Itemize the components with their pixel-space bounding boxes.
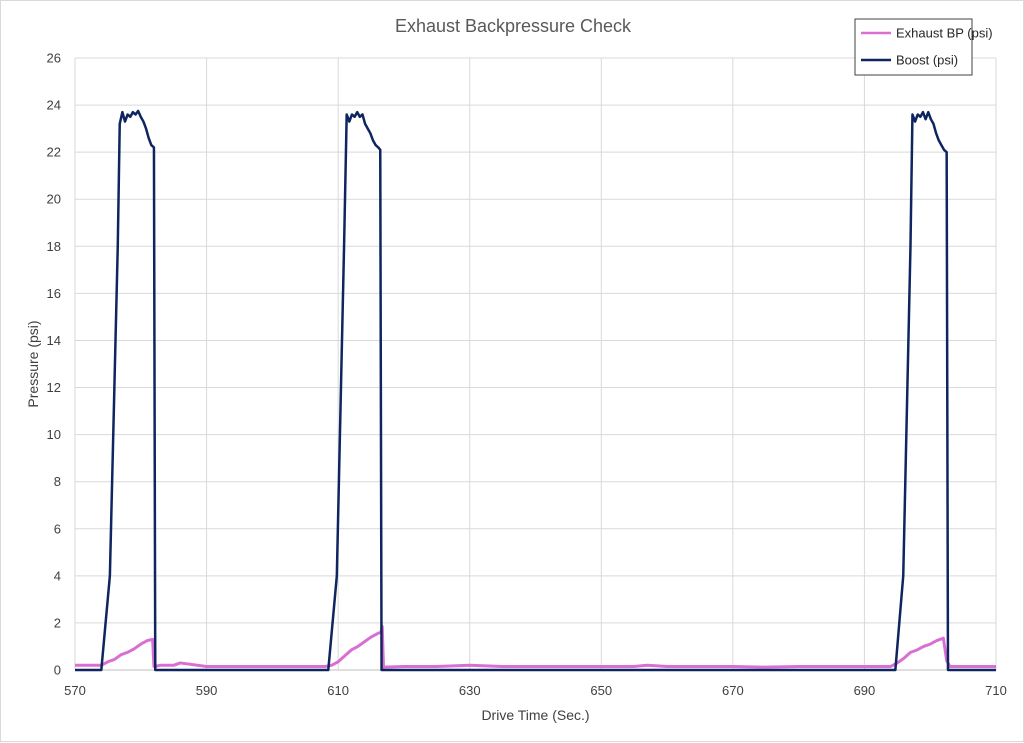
chart-title: Exhaust Backpressure Check: [395, 16, 632, 36]
y-tick-label: 18: [47, 239, 61, 254]
x-tick-label: 670: [722, 683, 744, 698]
y-tick-label: 24: [47, 98, 61, 113]
y-tick-label: 22: [47, 145, 61, 160]
y-tick-label: 8: [54, 474, 61, 489]
x-tick-label: 690: [854, 683, 876, 698]
x-axis-ticks: 570 590 610 630 650 670 690 710: [64, 683, 1007, 698]
legend: Exhaust BP (psi) Boost (psi): [854, 18, 993, 76]
y-tick-label: 26: [47, 51, 61, 66]
y-tick-label: 12: [47, 380, 61, 395]
series-line-exhaust-bp: [75, 624, 996, 670]
y-axis-label: Pressure (psi): [25, 320, 41, 407]
y-tick-label: 4: [54, 568, 61, 583]
y-tick-label: 2: [54, 615, 61, 630]
x-tick-label: 590: [196, 683, 218, 698]
gridlines: [74, 57, 997, 671]
x-tick-label: 710: [985, 683, 1007, 698]
x-axis-label: Drive Time (Sec.): [481, 707, 589, 723]
x-tick-label: 650: [590, 683, 612, 698]
legend-label-exhaust-bp: Exhaust BP (psi): [896, 26, 993, 41]
legend-box: [854, 18, 973, 76]
y-tick-label: 20: [47, 192, 61, 207]
y-tick-label: 10: [47, 427, 61, 442]
y-tick-label: 0: [54, 663, 61, 678]
legend-label-boost: Boost (psi): [896, 53, 958, 68]
series-line-boost: [75, 109, 996, 672]
x-tick-label: 610: [327, 683, 349, 698]
y-tick-label: 16: [47, 286, 61, 301]
y-tick-label: 6: [54, 521, 61, 536]
series-lines: [75, 109, 996, 672]
x-tick-label: 630: [459, 683, 481, 698]
x-tick-label: 570: [64, 683, 86, 698]
y-tick-label: 14: [47, 333, 61, 348]
